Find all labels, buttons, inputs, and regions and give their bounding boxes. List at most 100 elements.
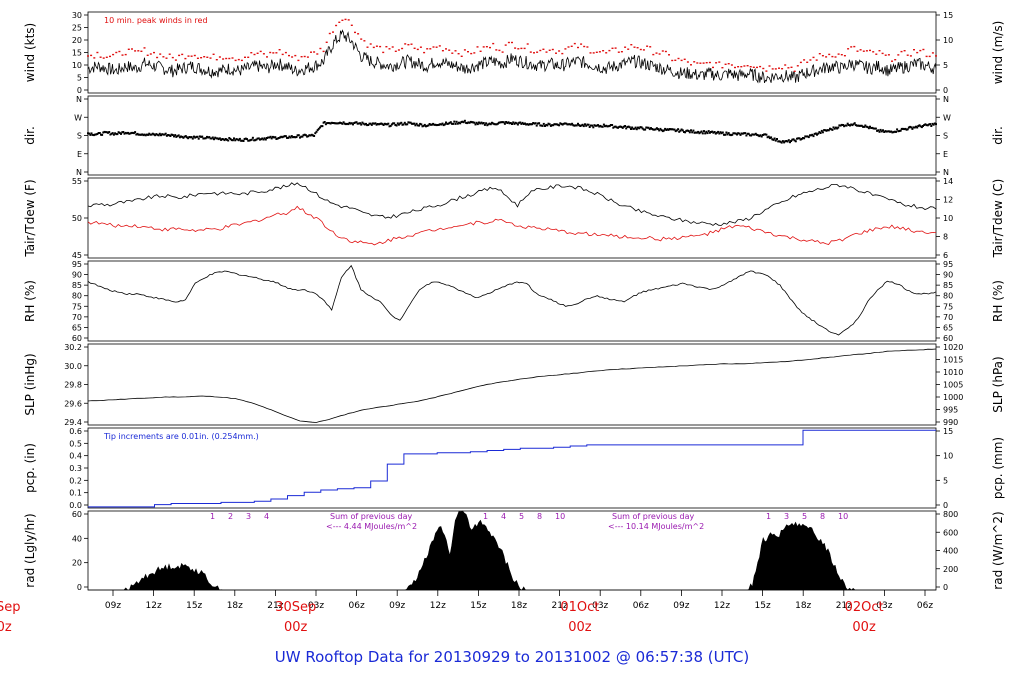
hour-label: 21z xyxy=(267,601,283,611)
data-point xyxy=(655,52,658,54)
hour-label: 21z xyxy=(836,601,852,611)
data-point xyxy=(718,61,721,63)
data-point xyxy=(362,122,365,125)
data-point xyxy=(791,138,794,141)
left-tick-label: 75 xyxy=(72,302,82,311)
right-tick-label: 14 xyxy=(943,177,953,186)
data-point xyxy=(819,132,822,134)
data-point xyxy=(485,46,488,48)
data-point xyxy=(174,59,177,61)
data-point xyxy=(580,124,583,127)
ylabel-right-wind: wind (m/s) xyxy=(991,21,1005,85)
data-point xyxy=(427,124,430,127)
data-point xyxy=(501,51,504,53)
data-point xyxy=(818,53,821,55)
data-point xyxy=(218,56,221,58)
data-point xyxy=(354,31,356,34)
day-number: 1 xyxy=(483,512,488,521)
ylabel-right-temp: Tair/Tdew (C) xyxy=(991,179,1005,259)
data-point xyxy=(476,46,479,48)
data-point xyxy=(308,134,311,137)
day-time: 00z xyxy=(0,620,12,635)
data-point xyxy=(887,54,890,56)
data-point xyxy=(837,53,840,55)
data-point xyxy=(262,53,265,55)
ylabel-right-slp: SLP (hPa) xyxy=(991,356,1005,412)
data-point xyxy=(671,128,674,131)
data-point xyxy=(355,121,358,124)
data-point xyxy=(453,120,456,123)
data-point xyxy=(896,128,899,131)
data-point xyxy=(310,51,312,53)
data-point xyxy=(441,122,444,125)
data-point xyxy=(519,121,522,124)
data-point xyxy=(246,138,248,141)
day-number: 10 xyxy=(555,512,565,521)
data-point xyxy=(760,135,763,138)
data-point xyxy=(323,121,326,123)
data-point xyxy=(678,130,681,133)
data-point xyxy=(88,132,91,135)
data-point xyxy=(873,127,876,130)
data-point xyxy=(882,129,884,132)
data-point xyxy=(247,139,250,142)
day-date: 01Oct xyxy=(560,600,599,615)
data-point xyxy=(923,124,926,126)
data-point xyxy=(765,133,768,136)
data-point xyxy=(449,121,452,124)
data-point xyxy=(833,127,836,130)
data-point xyxy=(526,123,529,126)
data-point xyxy=(542,122,545,125)
data-point xyxy=(127,131,129,134)
data-point xyxy=(777,140,780,143)
data-point xyxy=(562,122,565,125)
data-point xyxy=(604,125,606,128)
data-point xyxy=(381,123,384,126)
data-point xyxy=(781,140,784,143)
data-point xyxy=(98,132,101,134)
day-marker: 01Oct 00z xyxy=(560,600,599,635)
data-point xyxy=(380,122,383,125)
data-point xyxy=(661,130,664,133)
day-number: 5 xyxy=(802,512,807,521)
data-point xyxy=(631,126,634,129)
data-point xyxy=(614,125,617,128)
data-point xyxy=(366,124,369,127)
data-point xyxy=(718,132,721,135)
data-point xyxy=(508,122,511,125)
data-point xyxy=(423,51,426,54)
data-point xyxy=(458,121,460,124)
data-point xyxy=(377,123,380,126)
data-point xyxy=(283,135,286,138)
data-point xyxy=(581,123,584,126)
day-number: 3 xyxy=(784,512,789,521)
data-point xyxy=(635,128,638,131)
data-point xyxy=(242,140,245,142)
data-point xyxy=(476,123,479,126)
data-point xyxy=(553,123,556,126)
data-point xyxy=(493,123,496,126)
data-point xyxy=(739,133,742,136)
data-point xyxy=(797,137,800,140)
data-point xyxy=(675,129,678,132)
data-point xyxy=(752,133,755,136)
data-point xyxy=(773,137,776,140)
data-point xyxy=(102,131,105,134)
data-point xyxy=(123,132,126,135)
data-point xyxy=(806,135,809,138)
data-point xyxy=(90,132,93,135)
data-point xyxy=(789,141,791,144)
data-point xyxy=(482,122,485,124)
data-point xyxy=(375,123,378,126)
ylabel-right-rad: rad (W/m^2) xyxy=(991,511,1005,589)
data-point xyxy=(189,136,192,139)
day-date: 02Oct xyxy=(845,600,884,615)
data-point xyxy=(356,122,359,125)
panel-rh-frame xyxy=(87,260,937,342)
data-point xyxy=(708,61,711,64)
series-wind-0 xyxy=(87,29,937,84)
data-point xyxy=(513,122,516,125)
right-tick-label: 70 xyxy=(943,313,953,322)
data-point xyxy=(515,122,518,125)
